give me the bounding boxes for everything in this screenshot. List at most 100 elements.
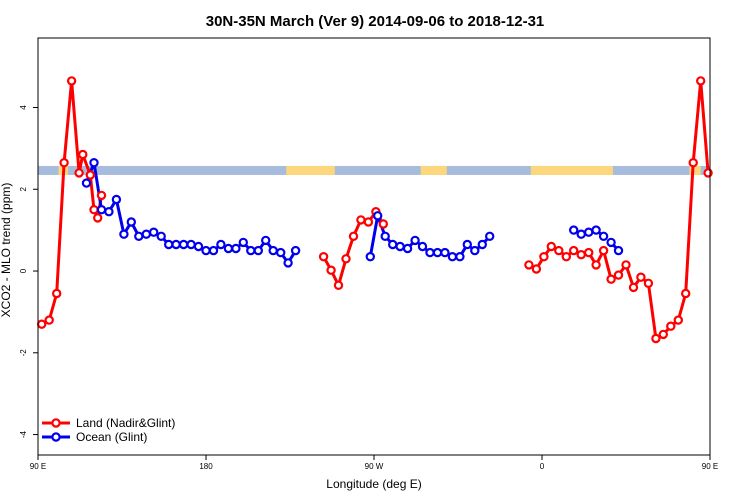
series-points: [37, 76, 713, 344]
land-data-point: [92, 213, 103, 223]
land-data-point: [561, 252, 572, 262]
x-tick-label: 180: [199, 462, 213, 471]
ocean-data-point: [253, 245, 263, 256]
land-band-segment: [286, 165, 335, 175]
land-data-point: [341, 254, 351, 264]
land-data-point: [673, 315, 684, 325]
ocean-data-point: [447, 252, 458, 262]
legend: Land (Nadir&Glint)Ocean (Glint): [42, 416, 175, 444]
land-data-point: [59, 157, 69, 168]
ocean-data-point: [163, 239, 174, 250]
y-tick-label: -2: [19, 349, 28, 357]
ocean-data-point: [104, 206, 114, 217]
land-data-point: [666, 321, 676, 331]
ocean-data-point: [417, 241, 428, 252]
ocean-data-point: [178, 239, 189, 250]
land-data-point: [546, 241, 557, 252]
ocean-data-point: [268, 245, 278, 256]
ocean-data-point: [455, 252, 465, 262]
land-legend-label: Land (Nadir&Glint): [76, 416, 175, 430]
x-tick-label: 90 E: [702, 462, 718, 471]
ocean-data-point: [598, 231, 609, 241]
ocean-data-point: [584, 227, 594, 237]
land-band-segment: [689, 165, 701, 175]
x-tick-label: 90 E: [30, 462, 46, 471]
land-data-point: [37, 319, 47, 329]
land-data-point: [651, 333, 661, 344]
land-data-point: [658, 329, 669, 340]
land-data-point: [44, 315, 54, 325]
ocean-data-point: [126, 217, 137, 227]
ocean-data-point: [134, 231, 144, 241]
land-data-point: [89, 204, 99, 215]
ocean-data-point: [261, 235, 271, 246]
land-data-point: [78, 149, 88, 160]
land-data-point: [318, 252, 329, 262]
ocean-data-point: [223, 243, 234, 254]
ocean-data-point: [365, 252, 375, 262]
land-data-point: [681, 288, 691, 299]
y-axis-label: XCO2 - MLO trend (ppm): [0, 183, 13, 318]
ocean-data-point: [380, 231, 390, 241]
land-data-point: [598, 245, 609, 256]
ocean-data-point: [201, 245, 211, 256]
x-axis-label: Longitude (deg E): [326, 477, 421, 491]
land-data-point: [696, 76, 706, 86]
chart-title: 30N-35N March (Ver 9) 2014-09-06 to 2018…: [206, 13, 545, 30]
land-series-line: [528, 79, 710, 340]
ocean-data-point: [606, 237, 616, 248]
land-data-point: [703, 168, 713, 178]
ocean-data-point: [425, 247, 435, 258]
land-data-point: [539, 252, 549, 262]
y-axis: -4 -2 0 2 4: [19, 105, 38, 438]
x-tick-label: 90 W: [365, 462, 384, 471]
ocean-data-point: [119, 229, 129, 239]
ocean-data-point: [96, 204, 107, 215]
land-data-point: [531, 264, 542, 274]
ocean-data-point: [373, 211, 383, 221]
ocean-data-point: [440, 247, 450, 258]
land-data-point: [688, 157, 698, 168]
ocean-data-point: [591, 225, 601, 235]
land-data-point: [52, 288, 62, 299]
ocean-data-point: [276, 247, 286, 258]
land-data-point: [613, 270, 624, 280]
ocean-data-point: [148, 227, 159, 237]
ocean-data-point: [246, 245, 256, 256]
y-tick-label: 2: [19, 186, 28, 191]
x-axis: 90 E 180 90 W 0 90 E: [30, 455, 718, 471]
land-data-point: [584, 247, 594, 258]
land-data-point: [628, 282, 639, 293]
ocean-data-point: [290, 245, 301, 256]
land-data-point: [66, 76, 77, 86]
land-data-point: [591, 260, 601, 270]
ocean-data-point: [216, 239, 226, 250]
ocean-data-point: [111, 194, 122, 205]
ocean-data-point: [462, 239, 472, 250]
y-tick-label: 0: [19, 268, 28, 273]
land-data-point: [356, 215, 366, 225]
ocean-data-point: [238, 237, 248, 248]
land-data-point: [606, 274, 616, 284]
land-data-point: [348, 231, 359, 241]
land-data-point: [378, 219, 388, 229]
ocean-data-point: [388, 239, 398, 250]
surface-type-band: [38, 165, 710, 175]
ocean-data-point: [141, 229, 151, 239]
land-data-point: [554, 245, 564, 256]
ocean-data-point: [402, 243, 413, 254]
ocean-data-point: [156, 231, 166, 241]
ocean-data-point: [186, 239, 196, 250]
ocean-legend-marker: [51, 432, 61, 442]
land-data-point: [326, 265, 336, 275]
ocean-data-point: [477, 239, 487, 250]
ocean-data-point: [89, 157, 99, 168]
y-tick-label: -4: [19, 430, 28, 438]
ocean-data-point: [576, 229, 586, 239]
ocean-data-point: [231, 243, 241, 254]
ocean-data-point: [208, 245, 219, 256]
land-data-point: [96, 190, 107, 201]
land-data-point: [569, 245, 579, 256]
land-data-point: [333, 280, 344, 290]
land-data-point: [636, 272, 646, 282]
